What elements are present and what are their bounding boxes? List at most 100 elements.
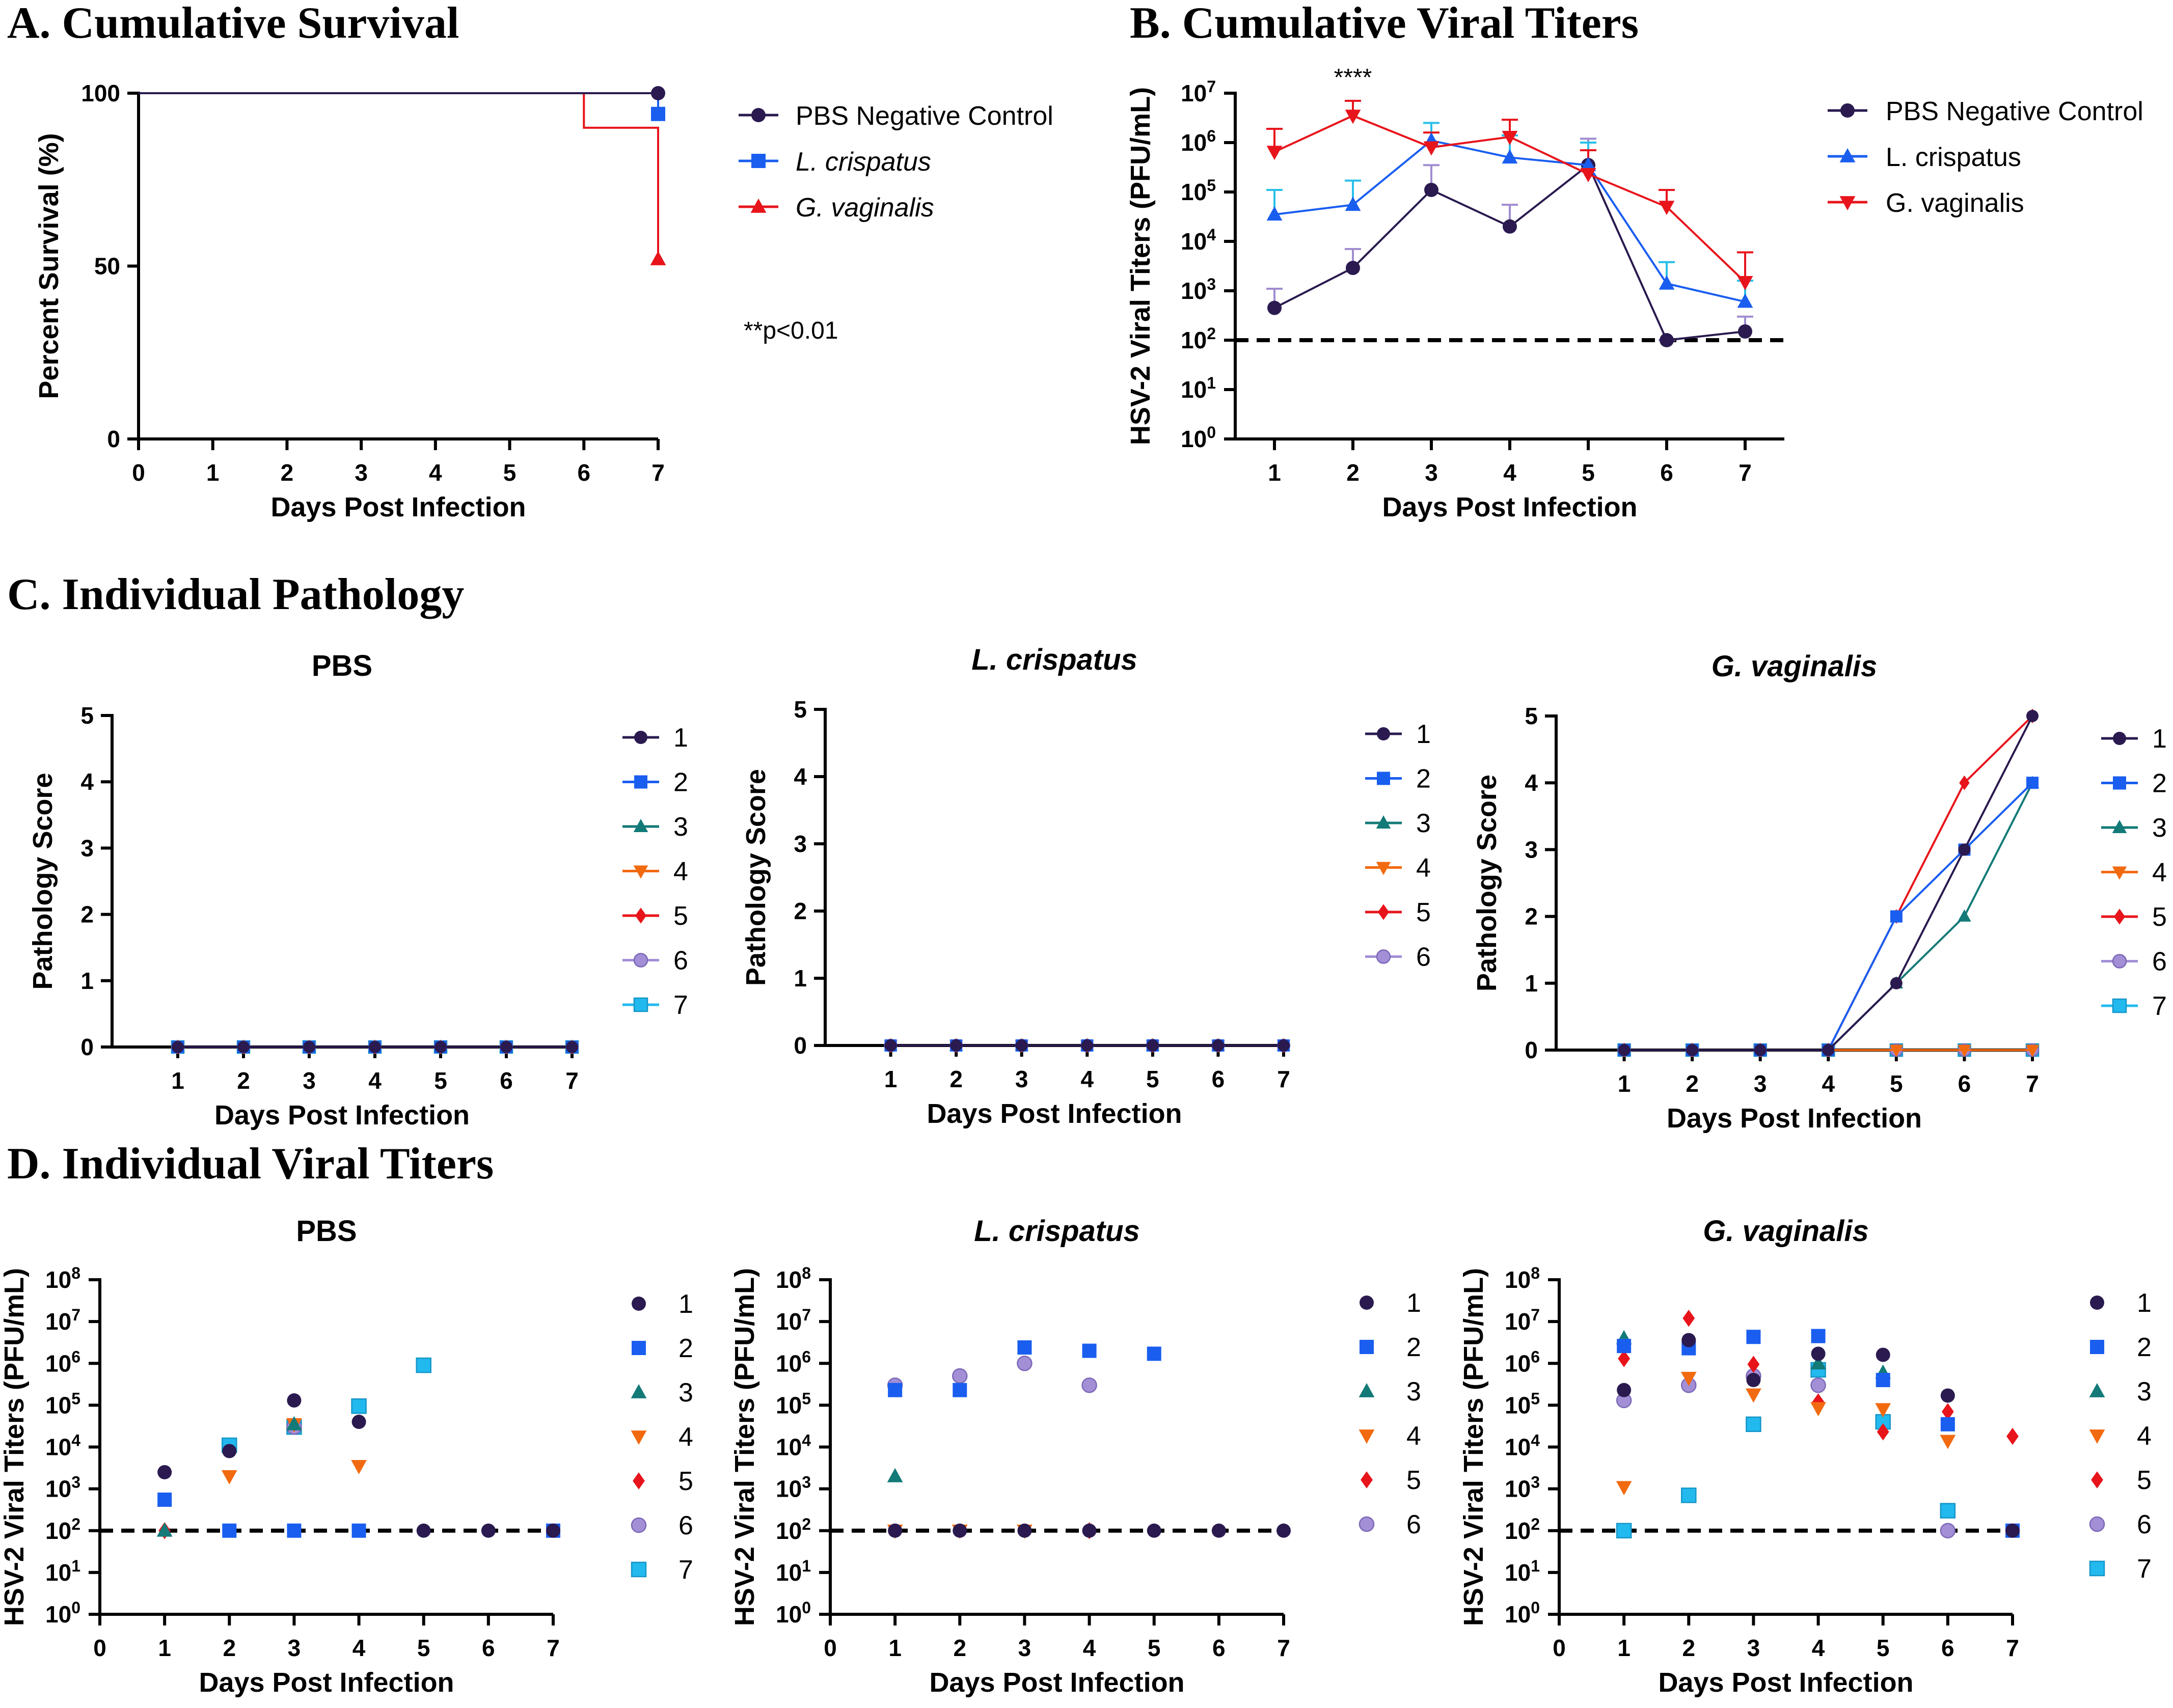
legend-marker	[1360, 1340, 1374, 1354]
y-tick-label: 3	[1525, 836, 1538, 863]
y-tick-exponent: 3	[1207, 275, 1216, 293]
y-tick-exponent: 0	[802, 1599, 811, 1617]
data-point	[1616, 1523, 1632, 1538]
x-tick-label: 2	[237, 1067, 250, 1094]
legend-label: 3	[678, 1378, 693, 1408]
y-tick-base: 10	[1505, 1559, 1531, 1586]
x-tick-label: 3	[355, 459, 368, 486]
legend-label: PBS Negative Control	[796, 101, 1053, 131]
x-tick-label: 5	[417, 1635, 430, 1661]
data-point	[1746, 1372, 1761, 1387]
y-tick-base: 10	[1181, 327, 1207, 353]
data-point	[351, 1398, 367, 1414]
data-point	[1082, 1523, 1097, 1538]
y-tick-base: 10	[45, 1392, 71, 1418]
data-point	[1017, 1356, 1033, 1371]
data-point	[481, 1523, 496, 1538]
y-tick-base: 10	[1505, 1308, 1531, 1335]
legend-marker	[2112, 866, 2127, 880]
legend-marker	[1840, 103, 1855, 118]
subplot-title: L. crispatus	[971, 643, 1137, 676]
y-tick-exponent: 2	[1531, 1515, 1540, 1533]
data-point	[1811, 1346, 1826, 1361]
data-point	[1276, 1523, 1291, 1538]
y-tick-base: 10	[1505, 1476, 1531, 1502]
legend-label: 6	[678, 1511, 693, 1540]
x-tick-label: 4	[1080, 1066, 1094, 1092]
y-tick-label: 108	[776, 1264, 811, 1293]
legend-label: 2	[1406, 1333, 1421, 1362]
y-tick-exponent: 5	[71, 1389, 80, 1408]
legend-label: 1	[1406, 1288, 1421, 1318]
legend-marker	[633, 1472, 645, 1490]
data-point	[884, 1039, 897, 1052]
data-point	[1267, 300, 1282, 315]
data-point	[1941, 1403, 1954, 1420]
y-tick-label: 5	[80, 702, 94, 729]
significance-annotation: ****	[1334, 64, 1372, 91]
data-point	[1616, 1481, 1632, 1496]
legend-marker	[632, 1297, 646, 1311]
x-tick-label: 6	[1212, 1066, 1225, 1092]
data-point	[1890, 977, 1903, 989]
y-tick-exponent: 7	[1531, 1306, 1540, 1324]
y-tick-exponent: 4	[1207, 226, 1216, 244]
data-point	[500, 1041, 512, 1053]
legend-label: 6	[673, 946, 688, 976]
x-axis-label: Days Post Infection	[214, 1100, 470, 1131]
x-tick-label: 4	[1083, 1635, 1096, 1661]
y-tick-label: 102	[776, 1515, 811, 1544]
legend-marker	[633, 997, 648, 1012]
data-point	[1278, 1039, 1290, 1052]
data-point	[351, 1460, 367, 1475]
y-axis-label: HSV-2 Viral Titers (PFU/mL)	[1125, 87, 1156, 445]
y-axis-label: HSV-2 Viral Titers (PFU/mL)	[0, 1268, 30, 1626]
data-point	[887, 1468, 903, 1482]
x-tick-label: 6	[482, 1635, 495, 1661]
legend: 1 2 3 4 5 6	[1359, 1288, 1421, 1539]
chart-survival: 0 1 2 3 4 5 6 7 0 50 100 Days Post Infection Percent…	[34, 80, 1053, 522]
legend-label: 4	[678, 1422, 693, 1452]
x-tick-label: 6	[1941, 1635, 1954, 1661]
y-tick-label: 103	[45, 1473, 80, 1502]
x-tick-label: 1	[158, 1635, 171, 1661]
y-tick-exponent: 0	[1531, 1599, 1540, 1617]
x-tick-label: 6	[577, 459, 590, 486]
subplot-title: L. crispatus	[974, 1215, 1140, 1248]
data-point	[1754, 1044, 1767, 1056]
y-tick-exponent: 4	[71, 1431, 80, 1450]
y-tick-label: 4	[80, 768, 94, 795]
y-tick-base: 10	[1505, 1266, 1531, 1293]
legend-marker	[2113, 776, 2126, 790]
legend-label: 2	[678, 1334, 693, 1363]
data-point	[1822, 1044, 1835, 1056]
data-point	[1015, 1039, 1028, 1052]
y-tick-label: 107	[1181, 77, 1216, 106]
y-tick-label: 104	[776, 1431, 811, 1461]
legend-label: G. vaginalis	[796, 193, 934, 223]
x-tick-label: 0	[824, 1635, 837, 1661]
y-tick-base: 10	[1181, 129, 1207, 156]
y-tick-exponent: 2	[71, 1515, 80, 1533]
y-tick-base: 10	[776, 1266, 802, 1293]
y-tick-exponent: 6	[1531, 1347, 1540, 1366]
legend-label: 4	[1406, 1421, 1421, 1451]
y-tick-exponent: 5	[1207, 176, 1216, 195]
y-tick-base: 10	[45, 1266, 71, 1293]
y-axis-label: Percent Survival (%)	[34, 133, 64, 399]
data-point	[1958, 1044, 1971, 1057]
y-tick-base: 10	[45, 1434, 71, 1461]
x-axis-label: Days Post Infection	[927, 1098, 1182, 1129]
y-tick-label: 108	[1505, 1264, 1540, 1293]
legend-marker	[1376, 815, 1391, 829]
x-axis-label: Days Post Infection	[1667, 1103, 1922, 1134]
y-tick-base: 10	[45, 1476, 71, 1502]
data-point	[1618, 1350, 1631, 1367]
y-tick-label: 103	[1181, 275, 1216, 304]
data-point	[1940, 1523, 1956, 1538]
data-point	[1681, 1487, 1697, 1503]
legend-marker	[2113, 908, 2126, 925]
y-tick-label: 2	[80, 901, 94, 928]
data-point	[156, 1522, 173, 1537]
